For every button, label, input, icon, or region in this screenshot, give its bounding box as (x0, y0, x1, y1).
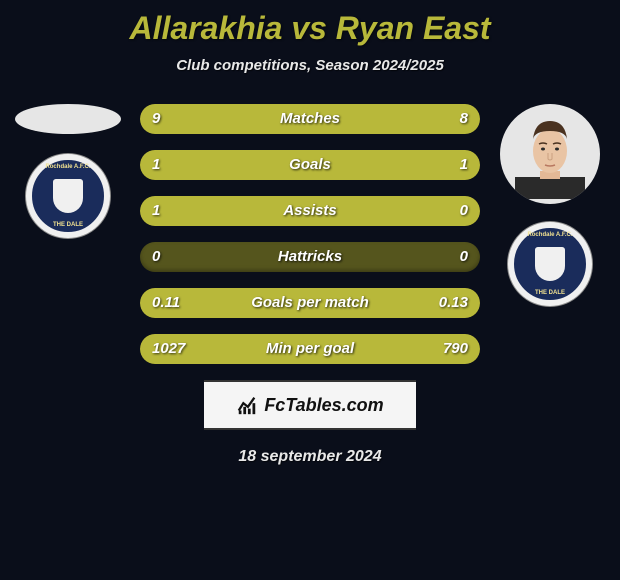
subtitle: Club competitions, Season 2024/2025 (0, 57, 620, 74)
stat-bars: 98Matches 11Goals 10Assists 00Hattricks 0.11… (140, 104, 480, 364)
club-name-top: Rochdale A.F.C. (45, 164, 90, 170)
club-name-top: Rochdale A.F.C. (527, 232, 572, 238)
club-motto: THE DALE (53, 222, 83, 228)
person-icon (515, 109, 585, 199)
stat-label: Assists (140, 196, 480, 226)
stat-label: Hattricks (140, 242, 480, 272)
player-right-club-badge: Rochdale A.F.C. THE DALE (508, 222, 592, 306)
stat-bar: 00Hattricks (140, 242, 480, 272)
stat-label: Min per goal (140, 334, 480, 364)
page-title: Allarakhia vs Ryan East (0, 0, 620, 47)
chart-icon (236, 394, 258, 416)
date-label: 18 september 2024 (0, 448, 620, 466)
club-motto: THE DALE (535, 290, 565, 296)
stat-label: Matches (140, 104, 480, 134)
stat-bar: 1027790Min per goal (140, 334, 480, 364)
player-left-avatar (15, 104, 121, 134)
stat-label: Goals (140, 150, 480, 180)
watermark: FcTables.com (204, 380, 416, 430)
comparison-content: Rochdale A.F.C. THE DALE Rochdale A.F.C. (0, 104, 620, 466)
player-left-column: Rochdale A.F.C. THE DALE (8, 104, 128, 238)
stat-bar: 10Assists (140, 196, 480, 226)
player-left-club-badge: Rochdale A.F.C. THE DALE (26, 154, 110, 238)
shield-icon (535, 247, 565, 281)
stat-bar: 11Goals (140, 150, 480, 180)
shield-icon (53, 179, 83, 213)
stat-bar: 0.110.13Goals per match (140, 288, 480, 318)
stat-bar: 98Matches (140, 104, 480, 134)
player-right-column: Rochdale A.F.C. THE DALE (498, 104, 602, 306)
stat-label: Goals per match (140, 288, 480, 318)
watermark-text: FcTables.com (264, 395, 383, 416)
player-right-avatar (500, 104, 600, 204)
